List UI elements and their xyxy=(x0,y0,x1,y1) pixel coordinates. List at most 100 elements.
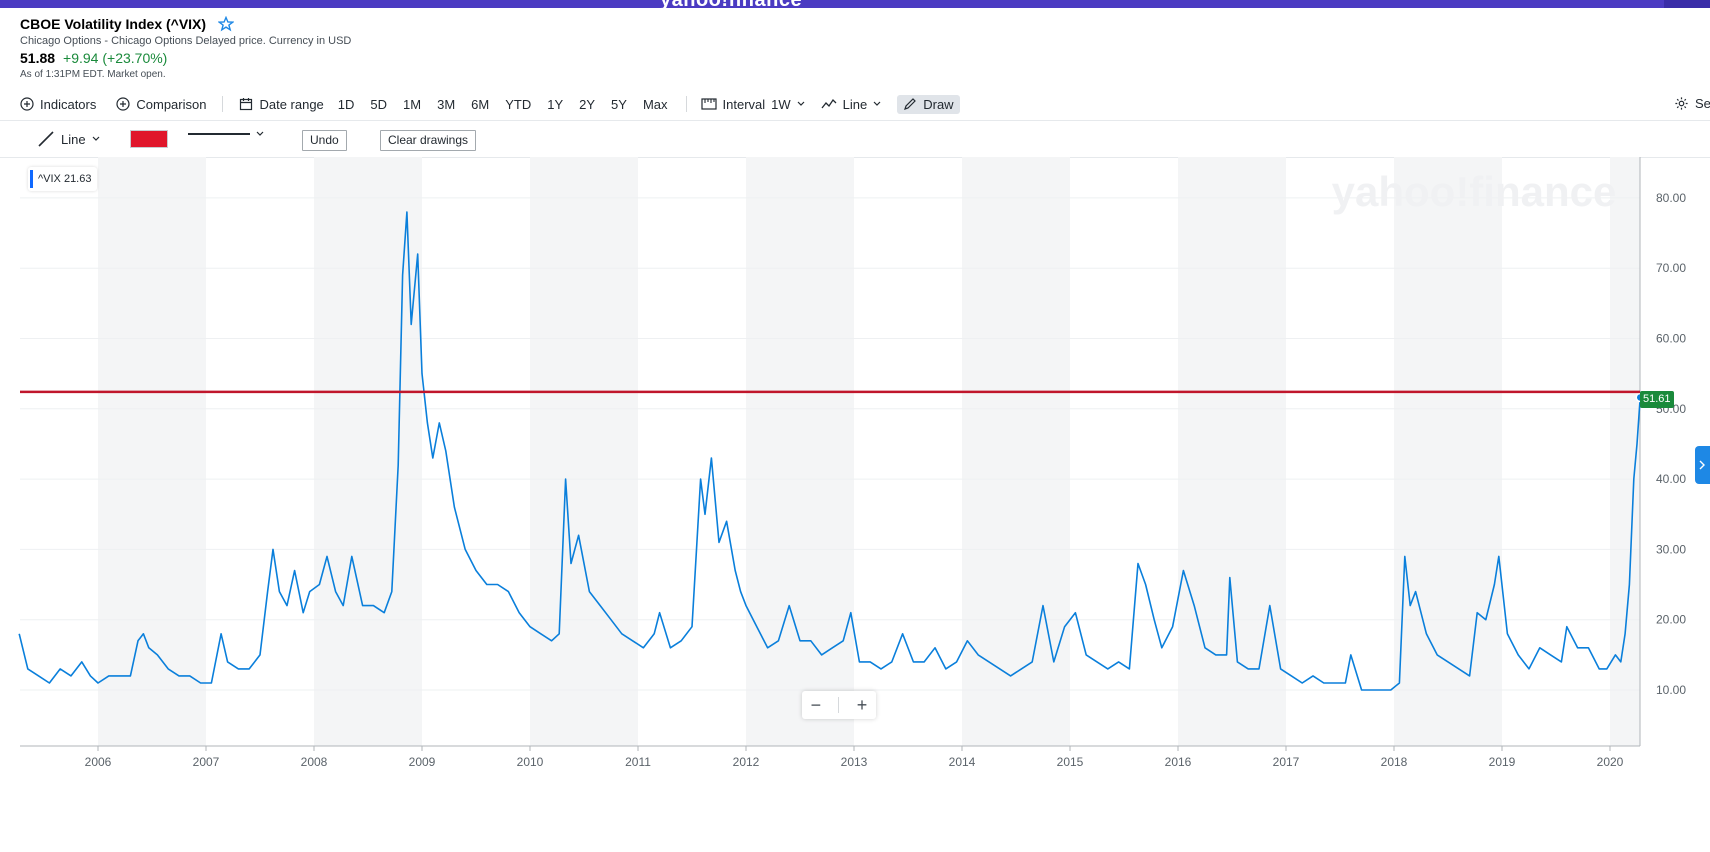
date-range-button[interactable]: Date range xyxy=(239,96,324,112)
toolbar-divider xyxy=(222,96,224,112)
chevron-down-icon xyxy=(92,136,100,141)
stroke-preview xyxy=(188,133,250,135)
range-6m[interactable]: 6M xyxy=(471,96,490,112)
x-tick-label: 2006 xyxy=(85,755,112,769)
draw-button[interactable]: Draw xyxy=(897,94,960,114)
stroke-width-select[interactable] xyxy=(188,131,264,137)
chart-type-label: Line xyxy=(842,96,868,112)
year-band xyxy=(1610,157,1640,746)
x-tick-label: 2018 xyxy=(1381,755,1408,769)
line-color-swatch[interactable] xyxy=(130,130,168,148)
x-tick-label: 2015 xyxy=(1057,755,1084,769)
chevron-down-icon xyxy=(873,101,881,106)
x-tick-label: 2009 xyxy=(409,755,436,769)
interval-label: Interval xyxy=(722,96,766,112)
last-value-badge: 51.61 xyxy=(1640,391,1674,408)
interval-select[interactable]: Interval 1W xyxy=(700,96,805,112)
clear-drawings-button[interactable]: Clear drawings xyxy=(380,130,477,151)
brand-logo[interactable]: yahoo!finance xyxy=(660,0,802,8)
expand-panel-button[interactable] xyxy=(1695,446,1710,484)
legend-label: ^VIX 21.63 xyxy=(38,173,92,185)
range-max[interactable]: Max xyxy=(642,96,668,112)
range-3m[interactable]: 3M xyxy=(437,96,456,112)
range-1y[interactable]: 1Y xyxy=(547,96,564,112)
y-tick-label: 20.00 xyxy=(1656,613,1686,627)
x-tick-label: 2017 xyxy=(1273,755,1300,769)
top-banner: yahoo!finance xyxy=(0,0,1710,8)
x-tick-label: 2020 xyxy=(1597,755,1624,769)
date-range-label: Date range xyxy=(259,96,324,112)
plus-circle-icon xyxy=(116,97,130,111)
grid-lines xyxy=(20,197,1640,691)
range-ytd[interactable]: YTD xyxy=(505,96,532,112)
quote-subtitle: Chicago Options - Chicago Options Delaye… xyxy=(20,35,352,47)
gear-icon xyxy=(1675,97,1688,110)
chart-type-select[interactable]: Line xyxy=(821,97,882,112)
range-1d[interactable]: 1D xyxy=(337,96,355,112)
settings-label: Se xyxy=(1695,96,1710,111)
page-title: CBOE Volatility Index (^VIX) xyxy=(20,16,207,32)
quote-header: CBOE Volatility Index (^VIX) Chicago Opt… xyxy=(20,14,351,80)
x-tick-label: 2012 xyxy=(733,755,760,769)
x-tick-label: 2008 xyxy=(301,755,328,769)
drawing-toolbar: Line Undo Clear drawings xyxy=(0,120,1710,158)
line-tool-label: Line xyxy=(61,131,86,147)
chevron-right-icon xyxy=(1699,460,1705,470)
ruler-icon xyxy=(700,98,717,110)
pencil-icon xyxy=(904,98,917,110)
comparison-button[interactable]: Comparison xyxy=(116,97,206,112)
draw-label: Draw xyxy=(923,96,954,112)
range-buttons: 1D 5D 1M 3M 6M YTD 1Y 2Y 5Y Max xyxy=(330,97,676,112)
settings-button[interactable]: Se xyxy=(1674,96,1710,111)
range-2y[interactable]: 2Y xyxy=(579,96,596,112)
chevron-down-icon xyxy=(797,101,805,106)
x-tick-label: 2019 xyxy=(1489,755,1516,769)
x-tick-label: 2011 xyxy=(625,755,651,769)
x-tick-label: 2016 xyxy=(1165,755,1192,769)
calendar-icon xyxy=(240,98,253,111)
y-tick-label: 60.00 xyxy=(1656,332,1686,346)
price-change: +9.94 (+23.70%) xyxy=(63,50,168,66)
indicators-button[interactable]: Indicators xyxy=(20,97,96,112)
year-band xyxy=(98,157,206,746)
undo-button[interactable]: Undo xyxy=(302,130,347,151)
line-tool-select[interactable]: Line xyxy=(37,131,100,147)
plus-circle-icon xyxy=(20,97,34,111)
year-band xyxy=(962,157,1070,746)
line-chart-icon xyxy=(821,98,837,109)
chevron-down-icon xyxy=(256,131,264,136)
star-icon[interactable] xyxy=(218,16,235,32)
zoom-out-button[interactable]: − xyxy=(810,694,822,715)
chart-axes xyxy=(20,157,1641,747)
y-tick-label: 40.00 xyxy=(1656,472,1686,486)
current-price: 51.88 xyxy=(20,50,56,66)
legend-color-bar xyxy=(30,170,33,188)
diagonal-line-icon xyxy=(38,131,54,147)
interval-value: 1W xyxy=(771,96,791,112)
x-tick-label: 2010 xyxy=(517,755,544,769)
y-tick-label: 80.00 xyxy=(1656,191,1686,205)
range-5y[interactable]: 5Y xyxy=(611,96,627,112)
toolbar-divider xyxy=(685,96,687,112)
zoom-control: − + xyxy=(802,691,876,719)
zoom-in-button[interactable]: + xyxy=(856,694,868,715)
range-5d[interactable]: 5D xyxy=(370,96,388,112)
y-tick-label: 70.00 xyxy=(1656,261,1686,275)
year-band xyxy=(1394,157,1502,746)
indicators-label: Indicators xyxy=(40,96,97,112)
year-band xyxy=(1178,157,1286,746)
year-band xyxy=(746,157,854,746)
x-tick-label: 2014 xyxy=(949,755,976,769)
x-axis-labels: 2006 2007 2008 2009 2010 2011 2012 2013 2014 2015… xyxy=(85,746,1624,769)
chart-watermark: yahoo!finance xyxy=(1332,168,1617,215)
chart-toolbar: Indicators Comparison Date range 1D 5D 1… xyxy=(0,92,1710,116)
range-1m[interactable]: 1M xyxy=(403,96,422,112)
series-legend[interactable]: ^VIX 21.63 xyxy=(28,167,98,191)
zoom-divider xyxy=(838,697,840,713)
year-band xyxy=(530,157,638,746)
x-tick-label: 2007 xyxy=(193,755,220,769)
year-bands xyxy=(98,157,1640,746)
y-tick-label: 30.00 xyxy=(1656,542,1686,556)
